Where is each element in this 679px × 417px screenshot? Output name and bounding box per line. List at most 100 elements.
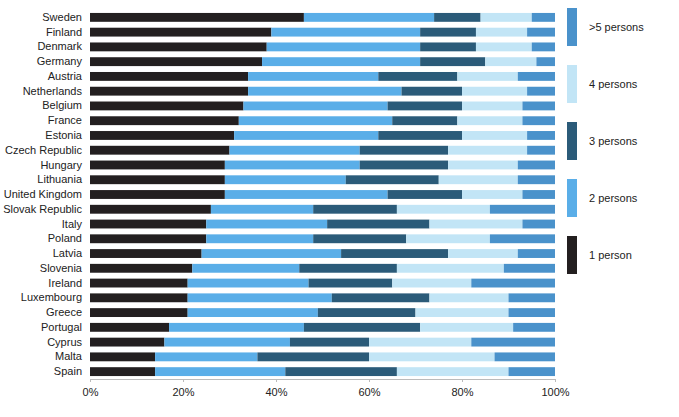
y-tick: Hungary bbox=[40, 159, 82, 171]
bar-segment bbox=[509, 293, 556, 302]
bar-segment bbox=[225, 190, 388, 199]
bar-segment bbox=[448, 161, 518, 170]
legend-label: 2 persons bbox=[589, 192, 638, 204]
category-label: Austria bbox=[48, 70, 83, 82]
category-label: Netherlands bbox=[23, 85, 83, 97]
y-tick: Czech Republic bbox=[5, 144, 83, 156]
bar-segment bbox=[448, 146, 527, 155]
bar-segment bbox=[202, 249, 342, 258]
bar-segment bbox=[271, 28, 420, 37]
category-label: Slovak Republic bbox=[3, 203, 82, 215]
bar-segment bbox=[90, 116, 239, 125]
bar-segment bbox=[439, 175, 518, 184]
bar-segment bbox=[388, 190, 462, 199]
category-label: Italy bbox=[62, 218, 83, 230]
y-tick: Belgium bbox=[42, 99, 82, 111]
bar-segment bbox=[90, 42, 267, 51]
bar-segment bbox=[462, 131, 527, 140]
y-tick: Germany bbox=[37, 55, 83, 67]
bar-segment bbox=[527, 87, 555, 96]
y-tick: United Kingdom bbox=[4, 188, 82, 200]
category-label: Finland bbox=[46, 26, 82, 38]
y-tick: Luxembourg bbox=[21, 291, 82, 303]
bar-segment bbox=[392, 116, 457, 125]
bar-segment bbox=[90, 279, 188, 288]
bar-segment bbox=[267, 42, 420, 51]
bar-segment bbox=[90, 102, 243, 111]
bar-segment bbox=[518, 175, 555, 184]
bar-segment bbox=[420, 323, 513, 332]
bar-segment bbox=[90, 28, 271, 37]
bar-segment bbox=[490, 205, 555, 214]
bar-segment bbox=[90, 234, 206, 243]
bar-segment bbox=[299, 264, 397, 273]
bar-segment bbox=[471, 338, 555, 347]
category-label: Spain bbox=[54, 365, 82, 377]
legend-label: 1 person bbox=[589, 249, 632, 261]
bar-segment bbox=[206, 234, 313, 243]
x-tick-label: 0% bbox=[83, 386, 99, 398]
category-label: Latvia bbox=[53, 247, 83, 259]
bar-segment bbox=[481, 13, 532, 22]
bar-segment bbox=[397, 264, 504, 273]
bar-segment bbox=[90, 13, 304, 22]
bar-segment bbox=[429, 220, 522, 229]
category-label: Germany bbox=[37, 55, 83, 67]
bar-segment bbox=[397, 205, 490, 214]
bar-segment bbox=[90, 367, 155, 376]
bar-segment bbox=[90, 205, 211, 214]
legend-item: 1 person bbox=[567, 236, 632, 274]
y-axis: Sweden Finland Denmark Germany Austria Nether… bbox=[3, 11, 83, 377]
bar-segment bbox=[192, 264, 299, 273]
category-label: Slovenia bbox=[40, 262, 83, 274]
bar-segment bbox=[164, 338, 290, 347]
category-label: Sweden bbox=[42, 11, 82, 23]
y-tick: Malta bbox=[55, 350, 83, 362]
bar-segment bbox=[522, 220, 555, 229]
legend: >5 persons4 persons3 persons2 persons1 p… bbox=[567, 8, 644, 274]
bar-segment bbox=[476, 28, 527, 37]
y-tick: Denmark bbox=[37, 40, 82, 52]
bar-segment bbox=[332, 293, 430, 302]
bar-segment bbox=[462, 190, 522, 199]
category-label: Portugal bbox=[41, 321, 82, 333]
bar-segment bbox=[397, 367, 509, 376]
bar-segment bbox=[90, 87, 248, 96]
bar-segment bbox=[536, 57, 555, 66]
category-label: Estonia bbox=[45, 129, 83, 141]
y-tick: Sweden bbox=[42, 11, 82, 23]
bar-segment bbox=[420, 57, 485, 66]
bar-segment bbox=[248, 87, 401, 96]
bar-segment bbox=[234, 131, 378, 140]
y-tick: Latvia bbox=[53, 247, 83, 259]
x-tick-label: 60% bbox=[358, 386, 380, 398]
x-tick-mark bbox=[183, 379, 184, 382]
bar-segment bbox=[188, 293, 332, 302]
category-label: France bbox=[48, 114, 82, 126]
bar-segment bbox=[290, 338, 369, 347]
bar-segment bbox=[369, 352, 495, 361]
bar-segment bbox=[406, 234, 490, 243]
bar-segment bbox=[392, 279, 471, 288]
bar-segment bbox=[346, 175, 439, 184]
y-tick: Austria bbox=[48, 70, 83, 82]
bar-segment bbox=[90, 293, 188, 302]
bar-segment bbox=[378, 131, 462, 140]
y-tick: Estonia bbox=[45, 129, 83, 141]
legend-swatch bbox=[567, 236, 577, 274]
bar-segment bbox=[90, 308, 188, 317]
bar-segment bbox=[309, 279, 393, 288]
bar-segment bbox=[90, 338, 164, 347]
x-tick-mark bbox=[462, 379, 463, 382]
bar-segment bbox=[257, 352, 369, 361]
bar-segment bbox=[527, 146, 555, 155]
bar-segment bbox=[313, 205, 397, 214]
bar-segment bbox=[90, 72, 248, 81]
y-tick: Finland bbox=[46, 26, 82, 38]
legend-item: 3 persons bbox=[567, 122, 638, 160]
y-tick: France bbox=[48, 114, 82, 126]
x-tick-label: 40% bbox=[265, 386, 287, 398]
bar-segment bbox=[462, 102, 522, 111]
bar-segment bbox=[230, 146, 360, 155]
bar-segment bbox=[522, 116, 555, 125]
